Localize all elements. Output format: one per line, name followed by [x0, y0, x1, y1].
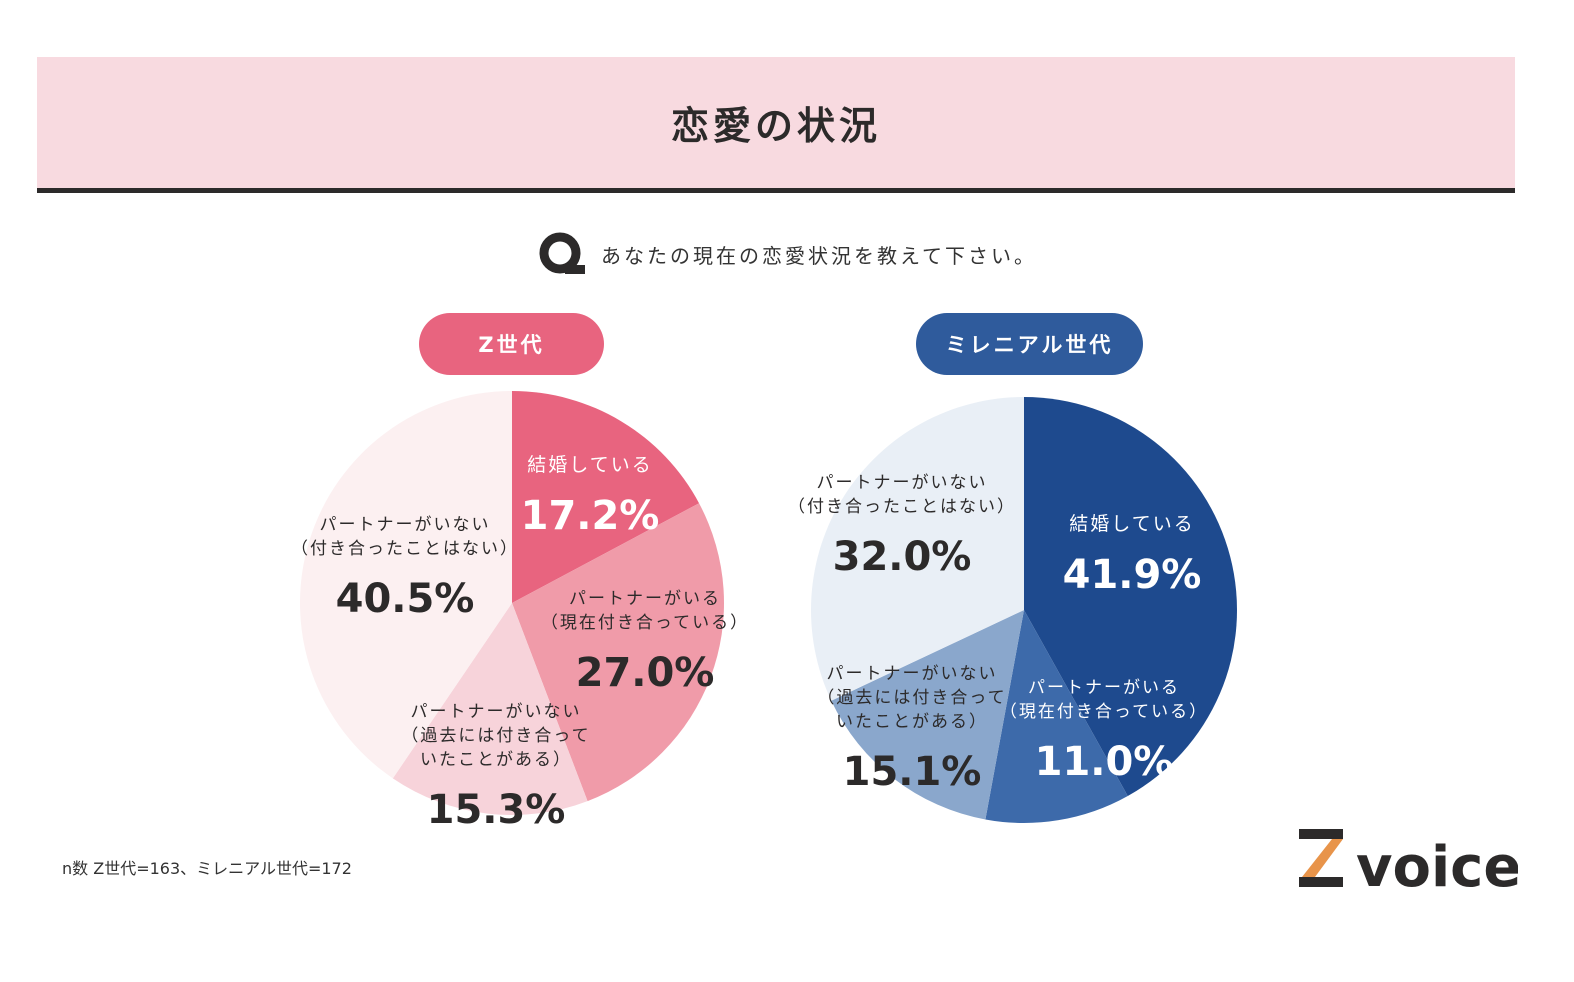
slice-value-label: 15.3%	[427, 787, 566, 833]
slice-label: パートナーがいない（過去には付き合っていたことがある）	[401, 702, 590, 770]
title-banner: 恋愛の状況	[37, 57, 1515, 193]
slice-value-label: 32.0%	[833, 534, 972, 580]
slice-label: パートナーがいる（現在付き合っている）	[1000, 678, 1208, 722]
sample-size-footnote: n数 Z世代=163、ミレニアル世代=172	[62, 859, 352, 878]
pie-slice	[392, 603, 588, 815]
pie-slice	[299, 391, 512, 779]
slice-value-label: 40.5%	[336, 576, 475, 622]
slice-label: パートナーがいない（過去には付き合っていたことがある）	[817, 664, 1006, 732]
slice-value-label: 15.1%	[843, 749, 982, 795]
slice-label: 結婚している	[527, 454, 652, 476]
question-row: あなたの現在の恋愛状況を教えて下さい。	[0, 226, 1574, 282]
slice-value-label: 17.2%	[521, 493, 660, 539]
pie-slice	[985, 610, 1128, 823]
slice-label: パートナーがいない（付き合ったことはない）	[291, 515, 519, 559]
question-q-icon	[539, 232, 585, 274]
slice-value-label: 27.0%	[576, 650, 715, 696]
slice-value-label: 11.0%	[1035, 739, 1174, 785]
z-generation-pill: Z世代	[419, 313, 604, 375]
pie-slice	[512, 391, 700, 603]
slice-value-label: 41.9%	[1063, 552, 1202, 598]
slice-label: 結婚している	[1069, 513, 1194, 535]
pie-slice	[1024, 397, 1237, 797]
pie-slice	[512, 503, 724, 802]
z-generation-pie-chart: 結婚している 17.2% パートナーがいる（現在付き合っている） 27.0% パートナー…	[291, 391, 749, 833]
brand-name: voice	[1356, 835, 1518, 894]
slice-label: パートナーがいない（付き合ったことはない）	[788, 473, 1016, 517]
zvoice-logo-mark	[1299, 829, 1343, 887]
slice-label: パートナーがいる（現在付き合っている）	[541, 589, 749, 633]
millennial-generation-pie-chart: 結婚している 41.9% パートナーがいる（現在付き合っている） 11.0% パートナー…	[788, 397, 1237, 823]
millennial-generation-pill: ミレニアル世代	[916, 313, 1143, 375]
page-title: 恋愛の状況	[670, 104, 881, 148]
zvoice-logo: voice	[1299, 829, 1518, 894]
question-text: あなたの現在の恋愛状況を教えて下さい。	[601, 243, 1037, 268]
pie-slice	[831, 610, 1024, 820]
pie-slice	[811, 397, 1024, 701]
